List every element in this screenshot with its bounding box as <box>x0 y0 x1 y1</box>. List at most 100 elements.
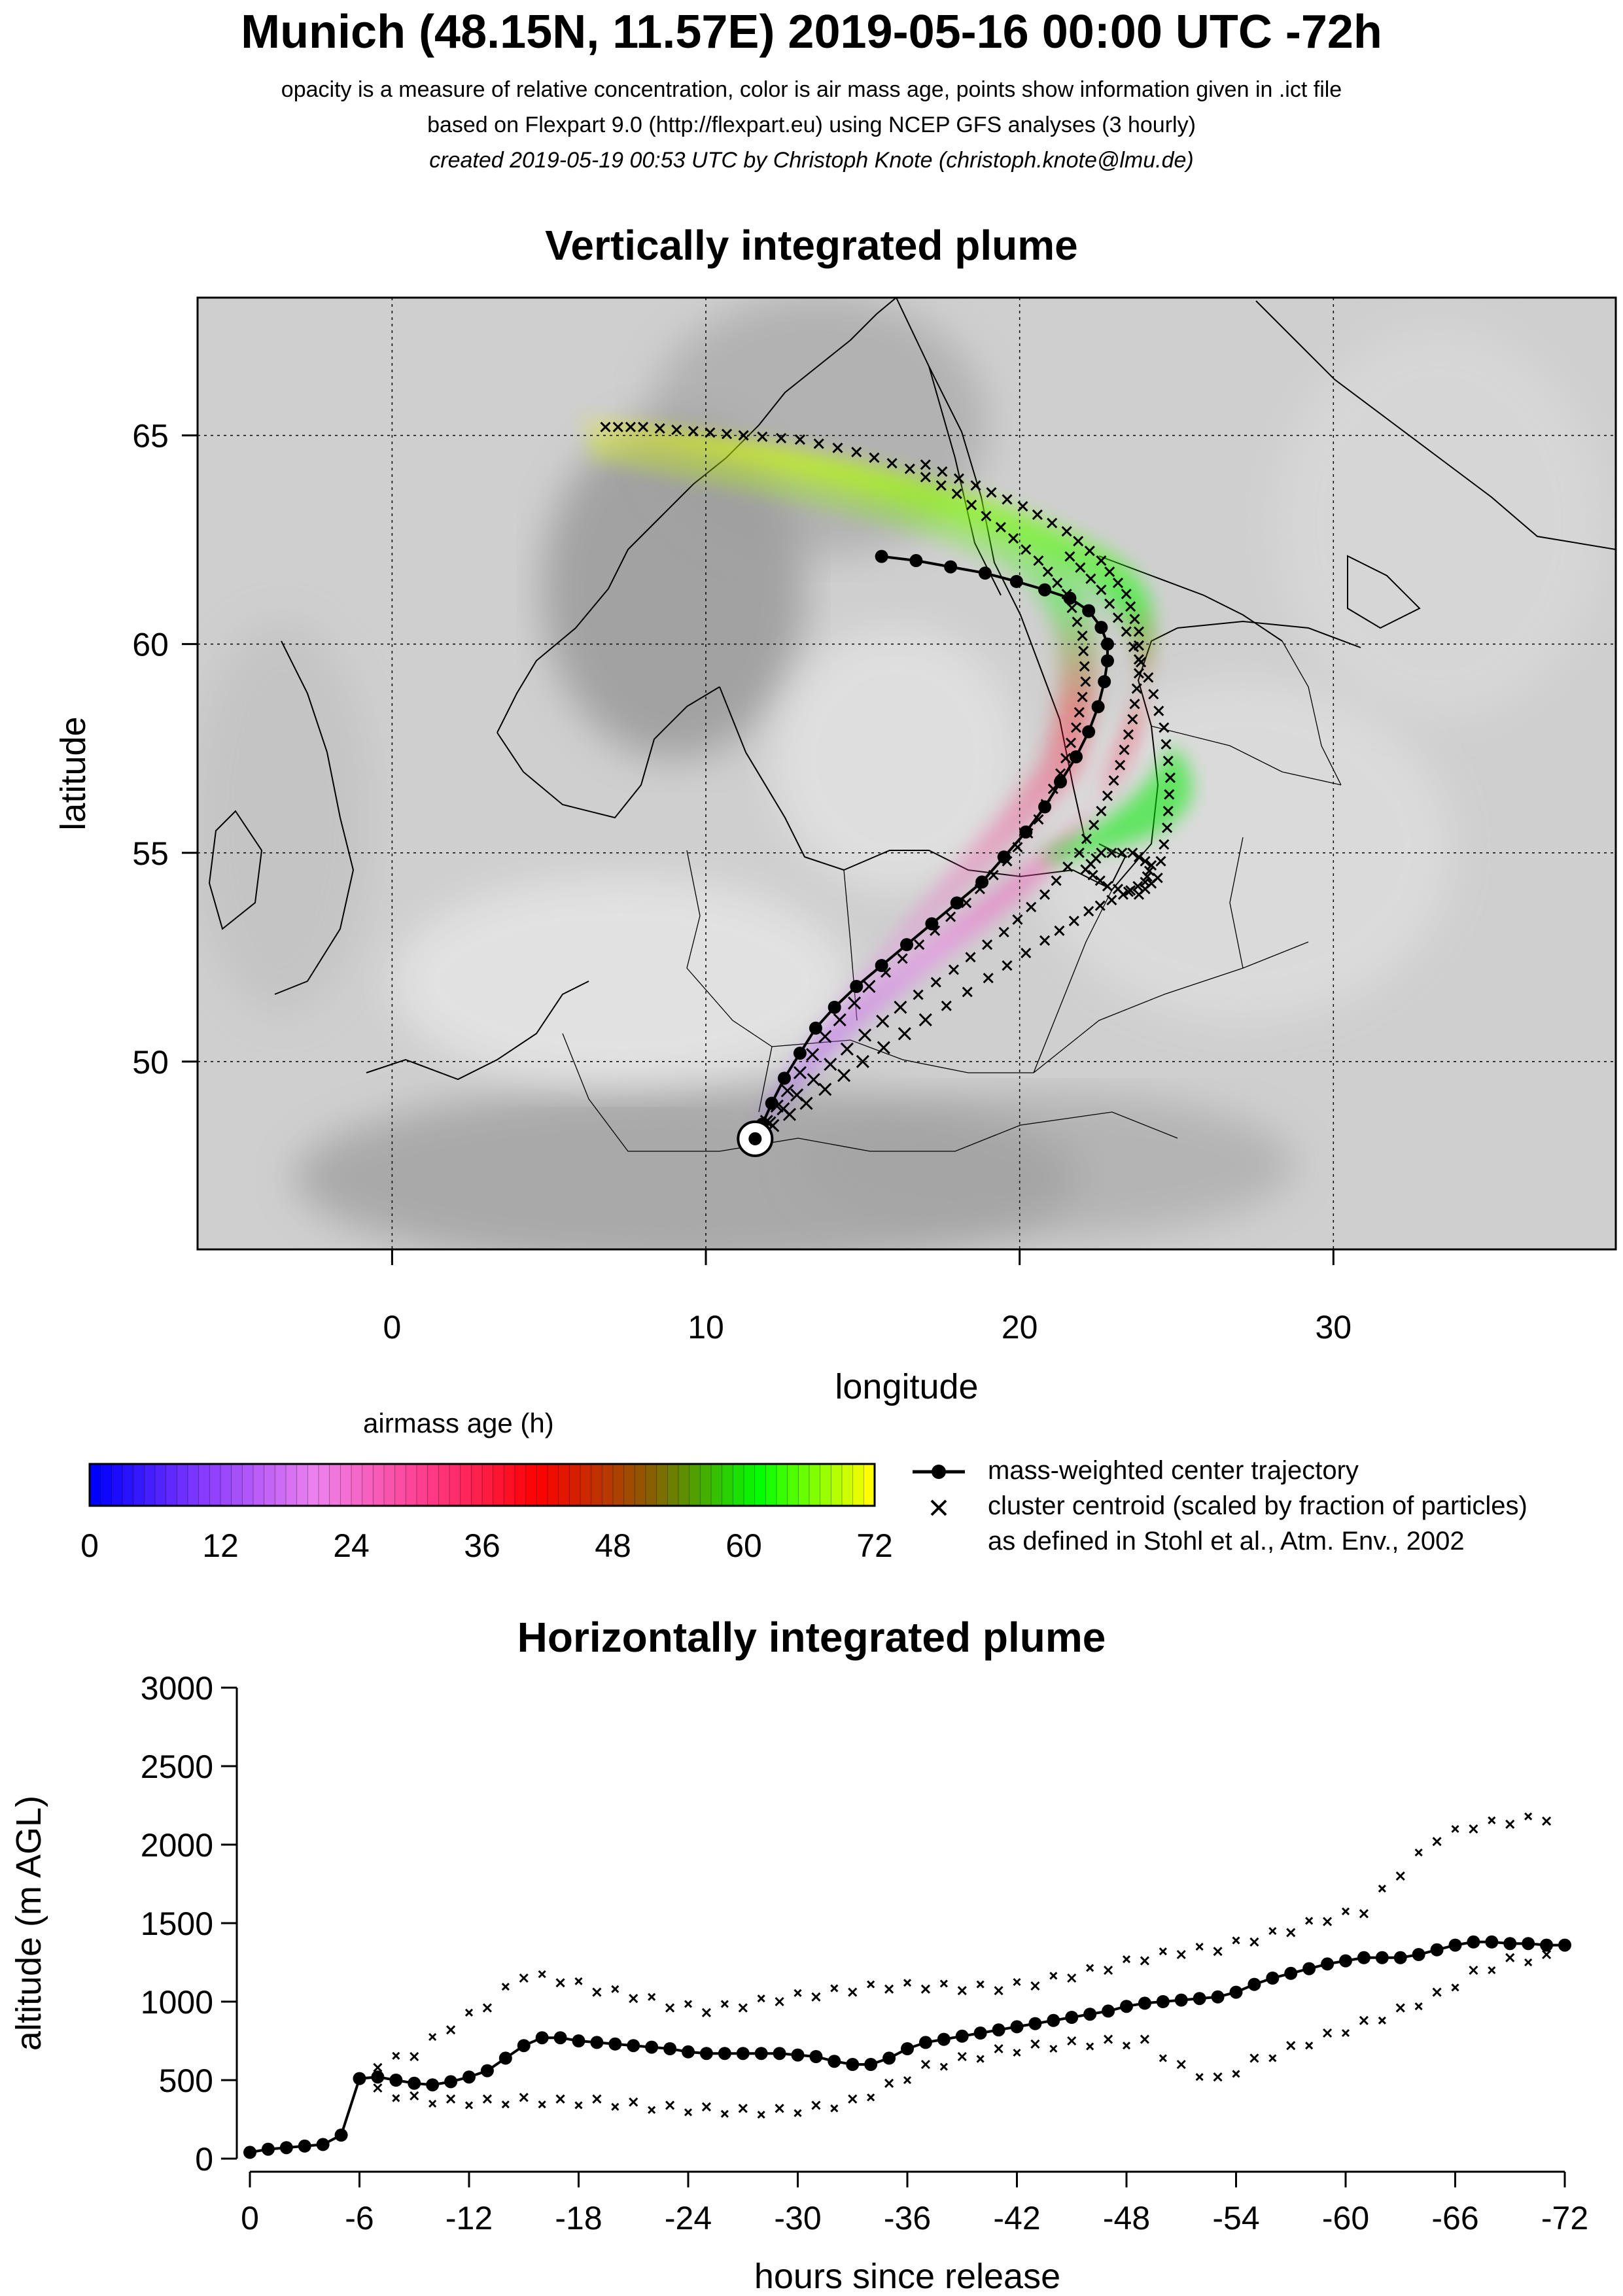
map-center-point <box>950 896 964 910</box>
altitude-cluster-marker <box>538 2100 546 2109</box>
map-cluster-marker <box>1061 526 1072 537</box>
altitude-cluster-marker <box>482 2003 492 2013</box>
legend-center-dot <box>932 1465 946 1479</box>
colorbar-segment <box>602 1464 614 1506</box>
altitude-cluster-marker <box>555 2094 565 2104</box>
colorbar-segment <box>242 1464 254 1506</box>
altitude-xtick-label: -54 <box>1212 2200 1259 2236</box>
altitude-center-point <box>1102 2004 1115 2018</box>
map-cluster-marker <box>1125 601 1136 612</box>
altitude-xtick-label: -72 <box>1541 2200 1588 2236</box>
map-cluster-marker <box>1133 626 1144 637</box>
altitude-cluster-marker <box>720 2000 729 2008</box>
colorbar-segment <box>689 1464 701 1506</box>
colorbar-segment <box>340 1464 352 1506</box>
colorbar-segment <box>809 1464 821 1506</box>
map-cluster-marker <box>935 480 947 491</box>
altitude-xtick-label: -48 <box>1103 2200 1150 2236</box>
altitude-cluster-marker <box>1414 1848 1423 1857</box>
altitude-cluster-marker <box>428 2032 437 2042</box>
colorbar-segment <box>842 1464 854 1506</box>
map-cluster-marker <box>799 1096 813 1110</box>
map-cluster-marker <box>1096 584 1107 595</box>
map-cluster-marker <box>986 487 997 498</box>
altitude-center-point <box>882 2051 896 2065</box>
altitude-cluster-marker <box>611 1985 620 1993</box>
map-cluster-marker <box>1159 839 1170 850</box>
map-cluster-centroids <box>600 421 1176 1143</box>
altitude-cluster-marker <box>1378 2016 1386 2025</box>
map-center-point <box>793 1047 807 1060</box>
colorbar-segment <box>482 1464 494 1506</box>
map-cluster-marker <box>818 1030 832 1043</box>
altitude-cluster-marker <box>1505 1953 1515 1962</box>
altitude-cluster-marker <box>1232 1936 1240 1945</box>
colorbar-segment <box>744 1464 756 1506</box>
map-cluster-marker <box>1127 714 1138 725</box>
altitude-center-point <box>973 2026 987 2040</box>
colorbar-segment <box>177 1464 188 1506</box>
altitude-cluster-marker <box>848 1987 858 1997</box>
altitude-cluster-marker <box>501 1983 510 1991</box>
map-cluster-marker <box>638 421 649 432</box>
map-cluster-marker <box>951 488 962 499</box>
map-cluster-marker <box>1140 856 1151 867</box>
map-cluster-marker <box>1072 616 1083 627</box>
map-cluster-marker <box>966 499 977 511</box>
map-cluster-marker <box>982 939 993 950</box>
colorbar-segment <box>231 1464 243 1506</box>
altitude-cluster-marker <box>1249 1937 1259 1947</box>
altitude-center-point <box>1138 1996 1151 2010</box>
altitude-cluster-marker <box>701 2008 711 2017</box>
map-cluster-marker <box>612 421 623 432</box>
altitude-center-point <box>389 2074 403 2087</box>
altitude-ytick-label: 3000 <box>141 1670 213 1707</box>
map-cluster-marker <box>877 1041 890 1054</box>
map-chart-title: Vertically integrated plume <box>545 222 1078 269</box>
legend-symbols <box>913 1465 965 1516</box>
altitude-center-point <box>608 2037 622 2051</box>
altitude-cluster-marker <box>920 1984 930 1994</box>
colorbar-segment <box>427 1464 439 1506</box>
altitude-cluster-marker <box>1067 1973 1077 1983</box>
map-cluster-marker <box>862 979 876 994</box>
colorbar-segment <box>406 1464 417 1506</box>
altitude-cluster-marker <box>884 2078 894 2088</box>
map-cluster-marker <box>1096 805 1107 816</box>
map-cluster-marker <box>1129 699 1140 710</box>
map-cluster-marker <box>1077 691 1088 703</box>
map-cluster-marker <box>1094 875 1106 886</box>
colorbar-segment <box>798 1464 810 1506</box>
map-frame <box>196 296 1617 1251</box>
altitude-cluster-marker <box>592 2094 602 2104</box>
map-cluster-marker <box>1042 566 1053 578</box>
map-cluster-marker <box>1039 889 1051 900</box>
altitude-center-point <box>1375 1951 1389 1964</box>
map-cluster-marker <box>806 1048 820 1062</box>
altitude-cluster-marker <box>1086 2042 1094 2051</box>
altitude-axes: 0 -6 -12 -18 -24 -30 -36 -42 -48 -54 -60 -66 -72 0 500… <box>9 1670 1588 2296</box>
map-cluster-marker <box>1164 789 1175 800</box>
map-cluster-marker <box>1084 546 1095 557</box>
map-cluster-marker <box>1062 861 1073 873</box>
map-cluster-marker <box>1161 739 1172 750</box>
altitude-center-point <box>992 2023 1005 2037</box>
map-cluster-marker <box>1133 668 1144 679</box>
altitude-cluster-marker <box>519 1973 529 1983</box>
altitude-cluster-marker <box>1286 2041 1296 2051</box>
altitude-center-point <box>773 2047 786 2061</box>
altitude-center-point <box>1010 2020 1024 2034</box>
altitude-center-point <box>1339 1954 1352 1968</box>
altitude-cluster-marker <box>446 2025 456 2035</box>
altitude-center-point <box>535 2031 549 2045</box>
altitude-cluster-marker <box>1268 1926 1277 1936</box>
map-cluster-marker <box>856 1054 869 1068</box>
map-cluster-marker <box>1096 555 1107 566</box>
colorbar-segment <box>296 1464 308 1506</box>
altitude-cluster-marker <box>410 2051 419 2062</box>
map-center-point <box>765 1096 778 1110</box>
altitude-center-point <box>334 2129 348 2142</box>
altitude-center-point <box>718 2047 731 2061</box>
colorbar-segment <box>133 1464 145 1506</box>
altitude-cluster-marker <box>482 2094 492 2104</box>
